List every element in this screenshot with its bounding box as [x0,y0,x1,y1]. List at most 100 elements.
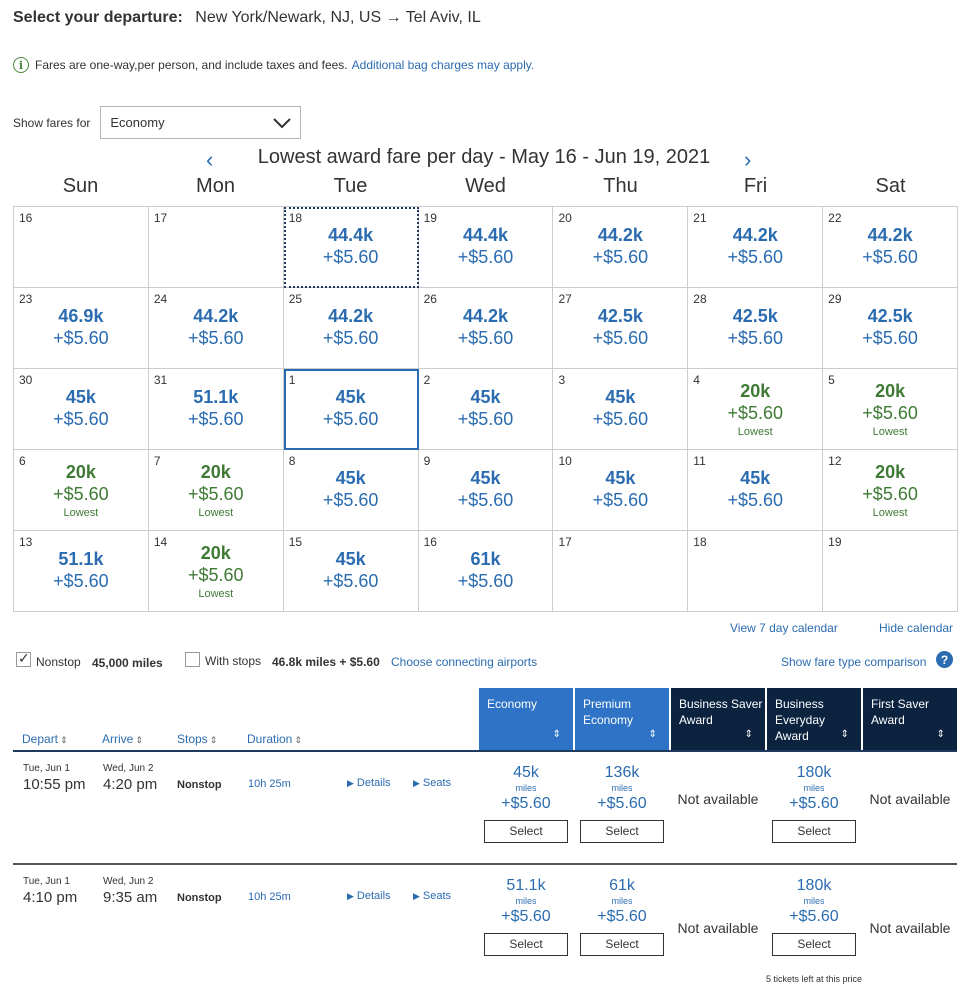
calendar-day[interactable]: 15 45k +$5.60 [283,531,419,612]
seats-link[interactable]: ▶ Seats [413,777,452,789]
calendar-day[interactable]: 7 20k +$5.60 Lowest [148,450,284,531]
calendar-day[interactable]: 8 45k +$5.60 [283,450,419,531]
calendar-day[interactable]: 9 45k +$5.60 [418,450,554,531]
calendar-day[interactable]: 11 45k +$5.60 [688,450,824,531]
day-number: 9 [423,454,431,468]
day-tax: +$5.60 [53,484,109,504]
nonstop-checkbox[interactable] [16,650,31,667]
help-icon[interactable]: ? [936,651,953,668]
stops-value: Nonstop [177,779,222,791]
calendar-day[interactable]: 23 46.9k +$5.60 [14,288,149,369]
calendar-day[interactable]: 30 45k +$5.60 [14,369,149,450]
day-miles: 42.5k [597,306,643,326]
nonstop-label: Nonstop [36,655,81,669]
calendar-day: 18 [688,531,824,612]
day-tax: +$5.60 [457,328,514,348]
bag-charges-link[interactable]: Additional bag charges may apply. [351,58,535,72]
calendar-day[interactable]: 24 44.2k +$5.60 [148,288,284,369]
calendar-day[interactable]: 13 51.1k +$5.60 [14,531,149,612]
calendar-day[interactable]: 31 51.1k +$5.60 [148,369,284,450]
calendar-day[interactable]: 20 44.2k +$5.60 [553,207,689,288]
arrive-date: Wed, Jun 2 [103,763,154,774]
day-tax: +$5.60 [862,328,918,348]
cabin-select[interactable]: Economy [100,106,302,139]
weekday-header: Sun Mon Tue Wed Thu Fri Sat [13,175,958,198]
calendar-day[interactable]: 1 45k +$5.60 [283,369,419,450]
view-7-day-link[interactable]: View 7 day calendar [730,621,838,635]
column-business-everyday[interactable]: Business Everyday Award ⇕ [767,688,861,751]
day-number: 27 [558,292,572,306]
seats-link[interactable]: ▶ Seats [413,890,452,902]
calendar-day[interactable]: 3 45k +$5.60 [553,369,689,450]
select-button[interactable]: Select [580,820,664,843]
day-number: 29 [828,292,842,306]
calendar-week: 6 20k +$5.60 Lowest 7 20k +$5.60 Lowest 8 45k +$5.… [14,450,959,531]
day-miles: 45k [470,468,501,488]
day-number: 18 [288,211,303,225]
day-miles: 45k [65,387,96,407]
calendar-day[interactable]: 27 42.5k +$5.60 [553,288,689,369]
calendar-day[interactable]: 21 44.2k +$5.60 [688,207,824,288]
calendar-day[interactable]: 16 61k +$5.60 [418,531,554,612]
page-header: Select your departure: New York/Newark, … [13,9,481,27]
calendar-day[interactable]: 18 44.4k +$5.60 [283,207,419,288]
sort-depart[interactable]: Depart ⇕ [22,732,68,746]
sort-duration[interactable]: Duration ⇕ [247,732,302,746]
day-tax: +$5.60 [53,328,109,348]
connecting-airports-link[interactable]: Choose connecting airports [391,655,538,669]
column-economy[interactable]: Economy ⇕ [479,688,573,751]
hide-calendar-link[interactable]: Hide calendar [879,621,954,635]
cabin-select-value: Economy [110,115,165,130]
fare-comparison-link[interactable]: Show fare type comparison [781,655,927,669]
calendar-day[interactable]: 19 44.4k +$5.60 [418,207,554,288]
day-number: 20 [558,211,572,225]
weekday-label: Thu [603,175,638,197]
depart-date: Tue, Jun 1 [23,763,70,774]
weekday-label: Fri [743,175,768,197]
day-tax: +$5.60 [53,571,109,591]
sort-icon: ⇕ [552,729,561,740]
calendar-day[interactable]: 25 44.2k +$5.60 [283,288,419,369]
calendar-day[interactable]: 26 44.2k +$5.60 [418,288,554,369]
day-number: 18 [693,535,707,549]
select-button[interactable]: Select [772,933,856,956]
calendar-day[interactable]: 28 42.5k +$5.60 [688,288,824,369]
details-link[interactable]: ▶ Details [347,777,391,789]
sort-arrive[interactable]: Arrive ⇕ [102,732,143,746]
calendar-day[interactable]: 14 20k +$5.60 Lowest [148,531,284,612]
chevron-left-icon[interactable]: ‹ [206,147,214,172]
route-text: New York/Newark, NJ, US → Tel Aviv, IL [195,9,481,26]
notice-text: per person, and include taxes and fees. [137,58,348,72]
calendar-day[interactable]: 2 45k +$5.60 [418,369,554,450]
calendar-day[interactable]: 10 45k +$5.60 [553,450,689,531]
day-number: 21 [693,211,707,225]
calendar-day[interactable]: 6 20k +$5.60 Lowest [14,450,149,531]
calendar-day[interactable]: 4 20k +$5.60 Lowest [688,369,824,450]
day-tax: +$5.60 [592,328,649,348]
select-button[interactable]: Select [484,820,568,843]
calendar-day[interactable]: 22 44.2k +$5.60 [823,207,959,288]
day-number: 17 [153,211,168,225]
column-business-saver[interactable]: Business Saver Award ⇕ [671,688,765,751]
column-premium-economy[interactable]: Premium Economy ⇕ [575,688,669,751]
column-first-saver[interactable]: First Saver Award ⇕ [863,688,957,751]
day-number: 24 [153,292,168,306]
chevron-right-icon[interactable]: › [744,147,752,172]
row-divider [13,863,957,865]
calendar-day[interactable]: 12 20k +$5.60 Lowest [823,450,959,531]
details-link[interactable]: ▶ Details [347,890,391,902]
day-tax: +$5.60 [188,565,244,585]
select-button[interactable]: Select [580,933,664,956]
select-button[interactable]: Select [772,820,856,843]
day-miles: 20k [875,462,906,482]
calendar-day[interactable]: 5 20k +$5.60 Lowest [823,369,959,450]
day-number: 1 [288,373,296,387]
select-button[interactable]: Select [484,933,568,956]
lowest-label: Lowest [872,507,908,519]
with-stops-checkbox[interactable] [185,652,200,667]
calendar-day[interactable]: 29 42.5k +$5.60 [823,288,959,369]
caret-right-icon: ▶ [413,891,420,901]
day-number: 3 [558,373,566,387]
sort-stops[interactable]: Stops ⇕ [177,732,218,746]
lowest-label: Lowest [737,426,773,438]
